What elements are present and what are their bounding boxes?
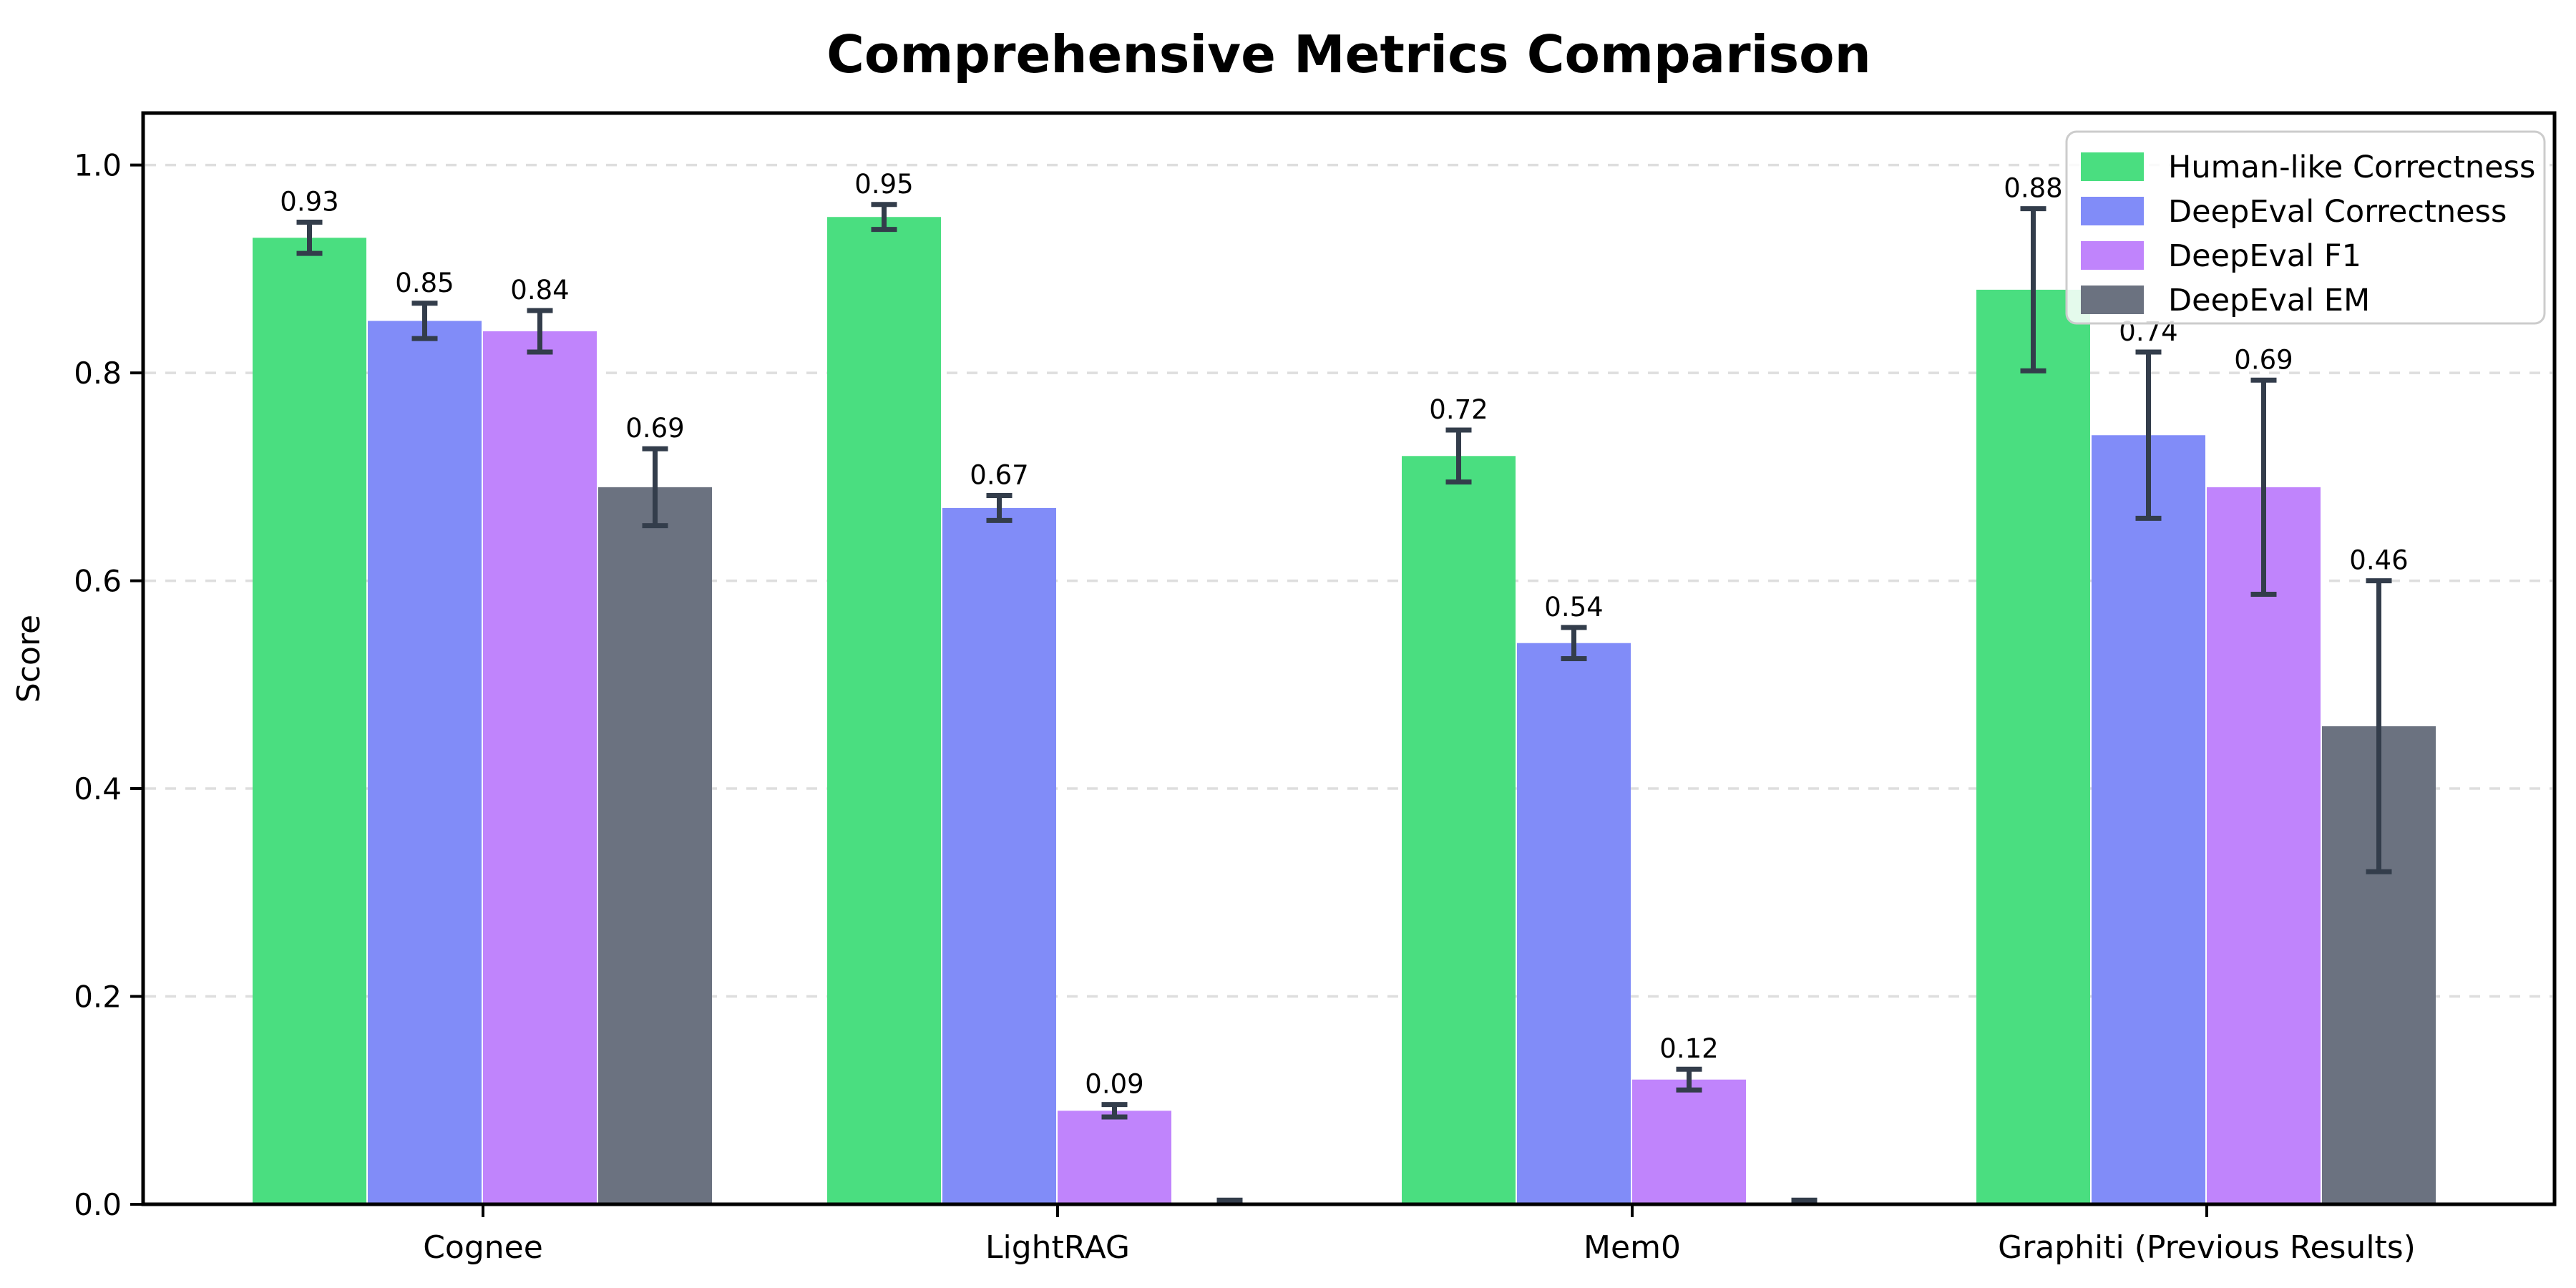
bar-cognee-deepeval-correctness bbox=[368, 321, 482, 1204]
x-tick-label-lightrag: LightRAG bbox=[985, 1229, 1130, 1266]
bar-mem0-deepeval-correctness bbox=[1517, 643, 1631, 1204]
bar-mem0-human-like-correctness bbox=[1402, 456, 1516, 1205]
legend-label-deepeval-em: DeepEval EM bbox=[2168, 283, 2370, 318]
bar-graphiti-previous-results-human-like-correctness bbox=[1976, 289, 2090, 1204]
bar-cognee-human-like-correctness bbox=[253, 238, 366, 1205]
bar-lightrag-deepeval-correctness bbox=[942, 507, 1056, 1204]
legend-label-deepeval-correctness: DeepEval Correctness bbox=[2168, 194, 2507, 230]
bar-value-label-lightrag-deepeval-correctness: 0.67 bbox=[970, 459, 1028, 490]
legend-label-human-like-correctness: Human-like Correctness bbox=[2168, 150, 2535, 185]
bar-mem0-deepeval-f1 bbox=[1632, 1079, 1746, 1204]
y-tick-label-0.4: 0.4 bbox=[74, 771, 122, 806]
bar-graphiti-previous-results-deepeval-f1 bbox=[2207, 487, 2321, 1204]
bar-value-label-cognee-deepeval-em: 0.69 bbox=[625, 413, 684, 444]
chart-title: Comprehensive Metrics Comparison bbox=[826, 24, 1871, 84]
bar-lightrag-human-like-correctness bbox=[827, 217, 941, 1205]
legend-swatch-deepeval-f1 bbox=[2081, 241, 2144, 270]
bar-value-label-mem0-deepeval-correctness: 0.54 bbox=[1544, 592, 1603, 623]
bar-value-label-graphiti-previous-results-deepeval-em: 0.46 bbox=[2349, 545, 2408, 576]
y-tick-label-1.0: 1.0 bbox=[74, 148, 122, 183]
legend-label-deepeval-f1: DeepEval F1 bbox=[2168, 238, 2361, 274]
bar-value-label-graphiti-previous-results-deepeval-f1: 0.69 bbox=[2234, 344, 2293, 375]
plot-border bbox=[141, 111, 2557, 1206]
bar-graphiti-previous-results-deepeval-correctness bbox=[2092, 435, 2205, 1205]
bar-lightrag-deepeval-f1 bbox=[1058, 1111, 1171, 1204]
x-tick-label-cognee: Cognee bbox=[423, 1229, 543, 1266]
bar-value-label-cognee-deepeval-correctness: 0.85 bbox=[395, 268, 454, 298]
bar-value-label-mem0-human-like-correctness: 0.72 bbox=[1429, 394, 1488, 425]
y-tick-label-0.0: 0.0 bbox=[74, 1187, 122, 1222]
legend-swatch-human-like-correctness bbox=[2081, 152, 2144, 181]
x-tick-label-mem0: Mem0 bbox=[1584, 1229, 1681, 1266]
y-tick-label-0.8: 0.8 bbox=[74, 356, 122, 391]
bar-value-label-cognee-human-like-correctness: 0.93 bbox=[280, 187, 338, 218]
bar-value-label-mem0-deepeval-f1: 0.12 bbox=[1659, 1033, 1718, 1064]
bar-cognee-deepeval-f1 bbox=[483, 331, 597, 1204]
bar-value-label-lightrag-human-like-correctness: 0.95 bbox=[854, 169, 913, 200]
bar-value-label-lightrag-deepeval-f1: 0.09 bbox=[1085, 1069, 1143, 1100]
y-tick-label-0.2: 0.2 bbox=[74, 980, 122, 1015]
y-tick-label-0.6: 0.6 bbox=[74, 564, 122, 599]
legend-box bbox=[2065, 130, 2546, 325]
legend-swatch-deepeval-em bbox=[2081, 286, 2144, 314]
bar-cognee-deepeval-em bbox=[598, 487, 712, 1204]
bar-value-label-graphiti-previous-results-human-like-correctness: 0.88 bbox=[2004, 173, 2062, 204]
x-tick-label-graphiti-previous-results: Graphiti (Previous Results) bbox=[1998, 1229, 2416, 1266]
y-axis-label: Score bbox=[11, 615, 47, 703]
legend-swatch-deepeval-correctness bbox=[2081, 197, 2144, 225]
bar-value-label-cognee-deepeval-f1: 0.84 bbox=[510, 275, 569, 306]
